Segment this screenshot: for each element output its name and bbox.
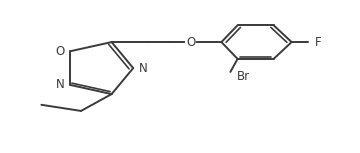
Text: O: O: [186, 36, 195, 49]
Text: F: F: [315, 36, 321, 49]
Text: O: O: [56, 45, 65, 58]
Text: N: N: [56, 78, 65, 91]
Text: N: N: [139, 62, 147, 75]
Text: Br: Br: [237, 70, 250, 83]
